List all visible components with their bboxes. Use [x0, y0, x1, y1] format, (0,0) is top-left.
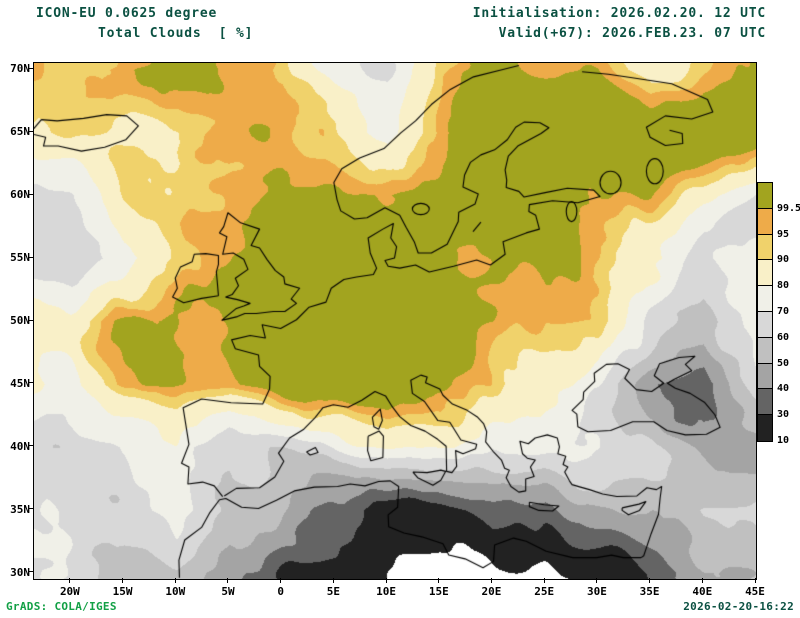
x-axis-tick	[332, 578, 334, 583]
colorbar-label: 40	[777, 383, 790, 395]
map-frame	[33, 62, 757, 580]
colorbar-segment	[758, 234, 772, 261]
y-axis-tick	[28, 319, 33, 321]
valid-time: Valid(+67): 2026.FEB.23. 07 UTC	[498, 26, 766, 41]
y-axis-label: 70N	[10, 62, 30, 76]
product-title: Total Clouds [ %]	[98, 26, 254, 41]
colorbar-label: 99.5	[777, 202, 800, 214]
colorbar-label: 80	[777, 280, 790, 292]
y-axis-label: 55N	[10, 251, 30, 265]
x-axis-label: 20E	[481, 585, 502, 598]
colorbar-segment	[758, 260, 772, 287]
colorbar-segment	[758, 183, 772, 209]
y-axis-tick	[28, 256, 33, 258]
x-axis-label: 5W	[221, 585, 235, 598]
colorbar-label: 50	[777, 357, 790, 369]
y-axis-label: 30N	[10, 565, 30, 579]
x-axis-tick	[69, 578, 71, 583]
colorbar	[757, 182, 773, 442]
colorbar-segment	[758, 286, 772, 312]
y-axis-tick	[28, 382, 33, 384]
creation-timestamp: 2026-02-20-16:22	[683, 600, 794, 613]
model-title: ICON-EU 0.0625 degree	[36, 6, 218, 21]
y-axis-tick	[28, 67, 33, 69]
colorbar-label: 70	[777, 306, 790, 317]
y-axis-tick	[28, 508, 33, 510]
colorbar-label: 30	[777, 409, 790, 421]
grads-credit: GrADS: COLA/IGES	[6, 600, 117, 613]
x-axis-label: 45E	[745, 585, 765, 598]
x-axis-tick	[754, 578, 756, 583]
x-axis-label: 20W	[59, 585, 80, 598]
x-axis-label: 30E	[586, 585, 607, 598]
x-axis-label: 40E	[692, 585, 713, 598]
x-axis-tick	[227, 578, 229, 583]
x-axis-tick	[543, 578, 545, 583]
colorbar-label: 95	[777, 228, 790, 240]
y-axis-tick	[28, 130, 33, 132]
x-axis-label: 10E	[376, 585, 397, 598]
x-axis-label: 5E	[326, 585, 341, 598]
y-axis-label: 35N	[10, 502, 30, 516]
y-axis-tick	[28, 445, 33, 447]
y-axis-tick	[28, 193, 33, 195]
x-axis-label: 25E	[534, 585, 555, 598]
colorbar-segment	[758, 363, 772, 390]
x-axis-label: 35E	[639, 585, 660, 598]
colorbar-segment	[758, 415, 772, 441]
y-axis-tick	[28, 571, 33, 573]
x-axis-label: 0	[277, 585, 284, 598]
colorbar-label: 10	[777, 435, 790, 446]
cloud-field-canvas	[34, 63, 756, 579]
x-axis-label: 15W	[112, 585, 133, 598]
y-axis-label: 65N	[10, 125, 30, 139]
x-axis-tick	[122, 578, 124, 583]
colorbar-segment	[758, 337, 772, 364]
colorbar-segment	[758, 389, 772, 416]
colorbar-segment	[758, 311, 772, 338]
colorbar-label: 90	[777, 254, 790, 266]
x-axis-tick	[490, 578, 492, 583]
x-axis-tick	[174, 578, 176, 583]
header-left: ICON-EU 0.0625 degree Total Clouds [ %]	[36, 4, 253, 44]
x-axis-tick	[280, 578, 282, 583]
colorbar-segment	[758, 208, 772, 235]
x-axis-tick	[438, 578, 440, 583]
x-axis-tick	[385, 578, 387, 583]
y-axis-label: 50N	[10, 314, 30, 327]
x-axis-tick	[701, 578, 703, 583]
x-axis-tick	[649, 578, 651, 583]
x-axis-label: 10W	[165, 585, 186, 598]
x-axis-label: 15E	[428, 585, 449, 598]
init-time: Initialisation: 2026.02.20. 12 UTC	[472, 6, 766, 21]
x-axis-tick	[596, 578, 598, 583]
y-axis-label: 60N	[10, 188, 30, 202]
header-right: Initialisation: 2026.02.20. 12 UTC Valid…	[473, 4, 766, 44]
y-axis-label: 45N	[10, 376, 30, 390]
y-axis-label: 40N	[10, 439, 30, 453]
colorbar-label: 60	[777, 331, 790, 343]
